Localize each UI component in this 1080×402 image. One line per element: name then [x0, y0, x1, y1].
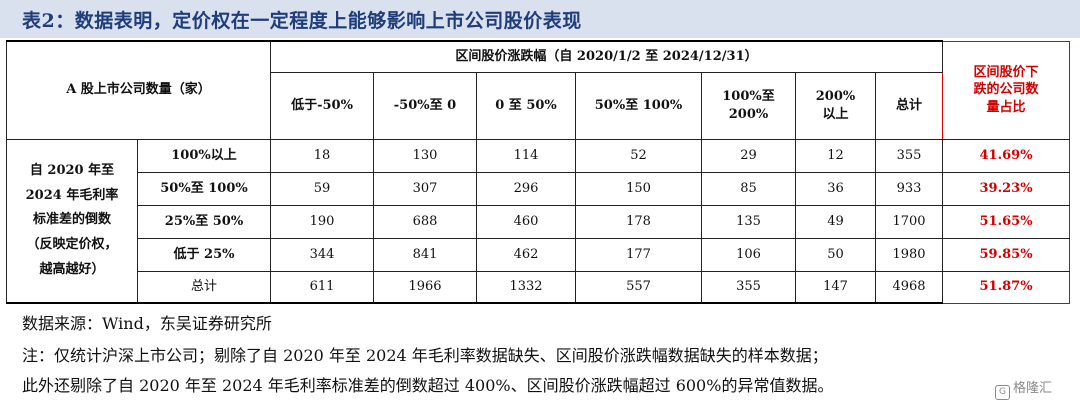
table-row: 25%至 50% 190 688 460 178 135 49 1700 51.…: [7, 204, 1071, 239]
corner-label: A 股上市公司数量（家）: [6, 40, 271, 140]
logo-icon: G: [995, 385, 1010, 400]
pct-cell: 51.87%: [942, 270, 1071, 304]
row-label: 100%以上: [137, 138, 271, 173]
col-header: 总计: [874, 71, 944, 140]
col-header: 50%至 100%: [575, 71, 702, 140]
row-group-label: 自 2020 年至 2024 年毛利率 标准差的倒数 （反映定价权， 越高越好）: [6, 138, 138, 304]
cell: 12: [795, 138, 876, 173]
cell: 150: [575, 171, 702, 206]
group-header: 区间股价涨跌幅（自 2020/1/2 至 2024/12/31）: [269, 40, 944, 73]
footnote: 此外还剔除了自 2020 年至 2024 年毛利率标准差的倒数超过 400%、区…: [22, 376, 834, 395]
row-label: 25%至 50%: [137, 204, 271, 239]
cell: 307: [373, 171, 477, 206]
row-label: 低于 25%: [137, 237, 271, 272]
cell: 52: [575, 138, 702, 173]
pct-cell: 41.69%: [942, 138, 1071, 173]
cell: 296: [476, 171, 576, 206]
cell: 460: [476, 204, 576, 239]
pct-header: 区间股价下 跌的公司数 量占比: [942, 40, 1071, 140]
cell: 49: [795, 204, 876, 239]
cell: 85: [701, 171, 796, 206]
cell: 36: [795, 171, 876, 206]
pct-cell: 51.65%: [942, 204, 1071, 239]
cell: 147: [795, 270, 876, 304]
cell: 190: [270, 204, 374, 239]
cell: 1700: [874, 204, 944, 239]
watermark-logo: G 格隆汇: [995, 377, 1052, 400]
cell: 59: [270, 171, 374, 206]
col-header: 100%至 200%: [701, 71, 796, 140]
table-row: 低于 25% 344 841 462 177 106 50 1980 59.85…: [7, 237, 1071, 272]
cell: 1966: [373, 270, 477, 304]
cell: 462: [476, 237, 576, 272]
cell: 355: [874, 138, 944, 173]
table-row: 总计 611 1966 1332 557 355 147 4968 51.87%: [7, 270, 1071, 304]
cell: 4968: [874, 270, 944, 304]
source-note: 数据来源：Wind，东吴证券研究所: [22, 314, 272, 333]
table-title: 表2：数据表明，定价权在一定程度上能够影响上市公司股价表现: [22, 10, 582, 32]
table-row: 自 2020 年至 2024 年毛利率 标准差的倒数 （反映定价权， 越高越好）…: [6, 138, 1071, 304]
pct-cell: 39.23%: [942, 171, 1071, 206]
cell: 177: [575, 237, 702, 272]
pct-cell: 59.85%: [942, 237, 1071, 272]
col-header: 200% 以上: [795, 71, 876, 140]
cell: 114: [476, 138, 576, 173]
table-row: 50%至 100% 59 307 296 150 85 36 933 39.23…: [7, 171, 1071, 206]
cell: 130: [373, 138, 477, 173]
cell: 18: [270, 138, 374, 173]
cell: 106: [701, 237, 796, 272]
row-label: 50%至 100%: [137, 171, 271, 206]
col-header: 0 至 50%: [476, 71, 576, 140]
cell: 29: [701, 138, 796, 173]
cell: 1980: [874, 237, 944, 272]
cell: 178: [575, 204, 702, 239]
cell: 841: [373, 237, 477, 272]
cell: 355: [701, 270, 796, 304]
footnote: 注：仅统计沪深上市公司；剔除了自 2020 年至 2024 年毛利率数据缺失、区…: [22, 346, 828, 365]
cell: 50: [795, 237, 876, 272]
stats-table: A 股上市公司数量（家） 区间股价涨跌幅（自 2020/1/2 至 2024/1…: [6, 40, 1071, 304]
cell: 933: [874, 171, 944, 206]
col-header: 低于-50%: [270, 71, 374, 140]
col-header: -50%至 0: [373, 71, 477, 140]
title-bar: [0, 0, 1080, 38]
cell: 135: [701, 204, 796, 239]
row-label: 总计: [137, 270, 271, 304]
cell: 557: [575, 270, 702, 304]
cell: 611: [270, 270, 374, 304]
cell: 688: [373, 204, 477, 239]
cell: 344: [270, 237, 374, 272]
cell: 1332: [476, 270, 576, 304]
